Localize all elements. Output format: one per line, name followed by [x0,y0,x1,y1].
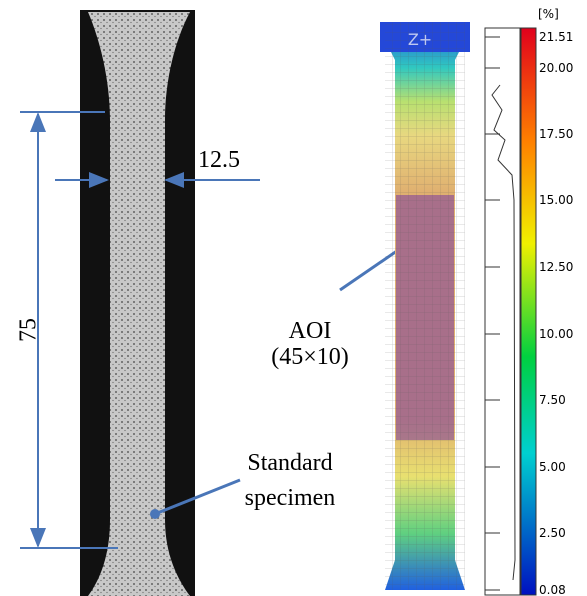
colorbar [520,27,537,596]
colorbar-label: 17.50 [539,127,573,141]
colorbar-label: 21.51 [539,30,573,44]
width-label: 12.5 [198,147,240,173]
colorbar-label: 15.00 [539,193,573,207]
profile-curve [491,84,516,581]
colorbar-unit: [%] [538,7,559,21]
axis-label: Z+ [408,30,432,49]
aoi-label: AOI [289,318,332,344]
colorbar-label: 0.08 [539,583,566,596]
colorbar-label: 20.00 [539,61,573,75]
aoi-label: (45×10) [271,344,349,370]
mesh [385,22,465,590]
specimen-label: specimen [245,485,336,511]
colorbar-label: 5.00 [539,460,566,474]
colorbar-label: 7.50 [539,393,566,407]
length-label: 75 [16,318,42,342]
colorbar-label: 12.50 [539,260,573,274]
colorbar-label: 10.00 [539,327,573,341]
specimen-label: Standard [247,450,332,476]
leader-dot [150,509,160,519]
dimension-lines [20,111,411,549]
specimen [88,12,190,596]
colorbar-label: 2.50 [539,526,566,540]
